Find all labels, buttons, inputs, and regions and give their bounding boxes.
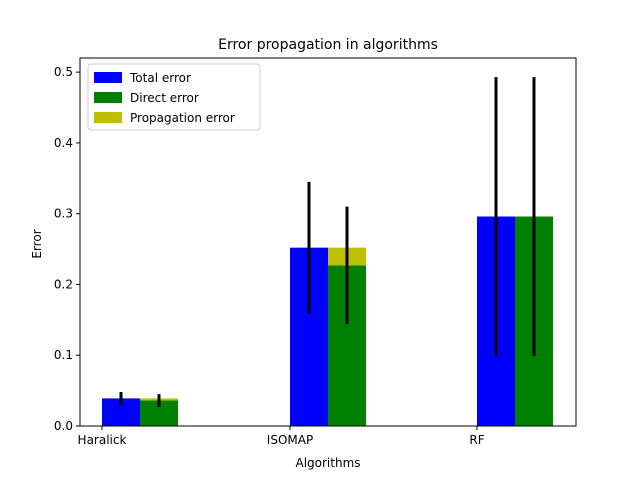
x-tick-label: ISOMAP [267,433,313,447]
axes-frame [79,57,577,427]
legend-label: Direct error [130,91,199,105]
y-tick-label: 0.5 [54,65,73,79]
x-tick-label: Haralick [78,433,127,447]
y-tick-label: 0.0 [54,419,73,433]
y-tick-label: 0.4 [54,136,73,150]
x-axis-label: Algorithms [295,456,360,470]
y-tick-label: 0.3 [54,207,73,221]
y-axis-label: Error [30,229,44,258]
y-tick-label: 0.2 [54,277,73,291]
y-tick-label: 0.1 [54,348,73,362]
chart-title: Error propagation in algorithms [218,37,438,53]
legend-label: Total error [129,71,191,85]
plot-area: Haralick ISOMAP RF 0.0 0.1 0.2 0.3 0.4 0.5 [54,57,577,447]
legend: Total error Direct error Propagation error [87,63,261,131]
legend-swatch [94,92,122,103]
x-tick-label: RF [469,433,484,447]
legend-swatch [94,112,122,123]
legend-frame [87,63,261,131]
legend-label: Propagation error [130,111,235,125]
legend-swatch [94,72,122,83]
